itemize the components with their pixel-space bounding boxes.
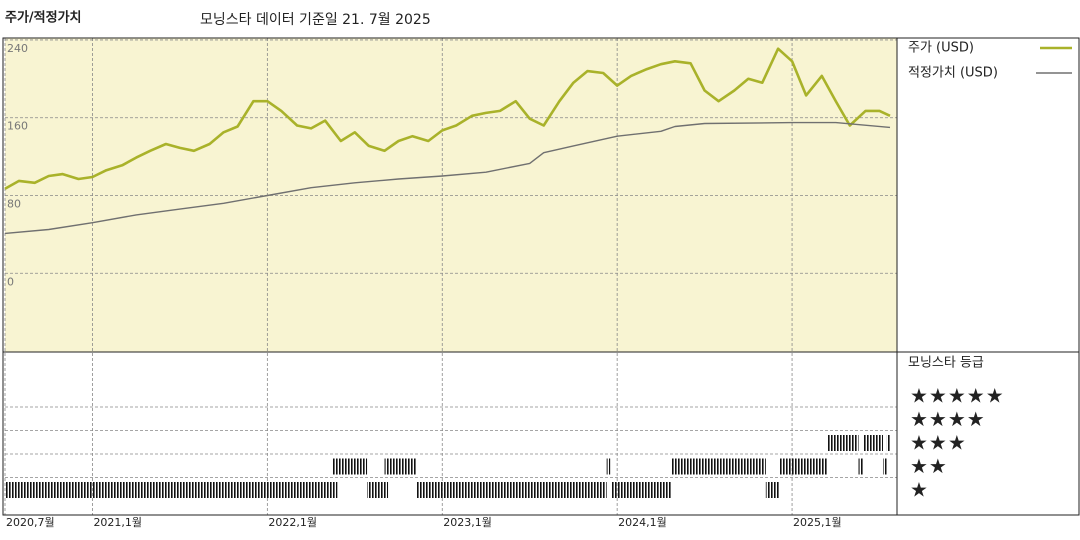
rating-label: ★ — [910, 478, 929, 502]
x-tick-label: 2024,1월 — [618, 516, 667, 529]
legend-label: 주가 (USD) — [908, 41, 974, 56]
rating-period — [827, 435, 859, 451]
rating-label: ★★★ — [910, 431, 967, 455]
y-tick-label: 0 — [7, 275, 14, 288]
chart-subtitle: 모닝스타 데이터 기준일 21. 7월 2025 — [200, 12, 431, 28]
rating-period — [858, 458, 864, 475]
rating-period — [765, 482, 780, 498]
series-line — [4, 121, 891, 235]
y-tick-label: 240 — [7, 42, 28, 55]
rating-period — [416, 482, 607, 498]
rating-period — [367, 482, 389, 498]
rating-period — [611, 482, 672, 498]
frame — [2, 37, 1080, 516]
legend-label: 적정가치 (USD) — [908, 66, 998, 81]
y-tick-label: 80 — [7, 197, 21, 210]
plot-background — [5, 38, 897, 352]
rating-period — [384, 458, 417, 475]
rating-label: ★★★★ — [910, 407, 986, 431]
rating-period — [606, 458, 611, 475]
x-tick-label: 2020,7월 — [6, 516, 55, 529]
rating-period — [671, 458, 766, 475]
x-tick-label: 2021,1월 — [93, 516, 142, 529]
series-line — [4, 47, 891, 190]
rating-period — [886, 435, 891, 451]
rating-period — [5, 482, 338, 498]
rating-label: ★★★★★ — [910, 384, 1005, 408]
rating-period — [883, 458, 887, 475]
x-tick-label: 2023,1월 — [443, 516, 492, 529]
x-tick-label: 2025,1월 — [793, 516, 842, 529]
rating-label: ★★ — [910, 454, 948, 478]
x-tick-label: 2022,1월 — [268, 516, 317, 529]
rating-title: 모닝스타 등급 — [908, 356, 984, 371]
rating-period — [779, 458, 828, 475]
rating-period — [332, 458, 368, 475]
y-tick-label: 160 — [7, 120, 28, 133]
rating-period — [863, 435, 884, 451]
chart-title: 주가/적정가치 — [5, 10, 82, 26]
